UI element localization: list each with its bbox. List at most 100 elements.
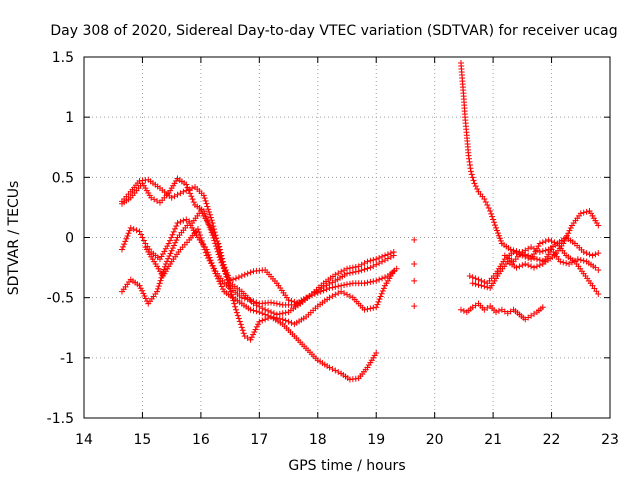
data-point (525, 262, 532, 269)
data-point (522, 253, 529, 260)
data-point (560, 259, 567, 266)
data-point (247, 336, 254, 343)
data-point (379, 275, 386, 282)
data-point (491, 219, 498, 226)
data-point (247, 269, 254, 276)
data-point (183, 181, 190, 188)
data-point (390, 252, 397, 259)
data-point (361, 306, 368, 313)
data-point (376, 254, 383, 261)
data-point (125, 230, 132, 237)
data-point (120, 243, 127, 250)
data-point (528, 263, 535, 270)
data-point (595, 250, 602, 257)
data-point (268, 313, 275, 320)
data-point (338, 282, 345, 289)
data-point (364, 279, 371, 286)
data-point (378, 290, 385, 297)
data-point (140, 237, 147, 244)
data-point (234, 312, 241, 319)
data-point (533, 263, 540, 270)
data-point (233, 309, 240, 316)
data-point (411, 277, 418, 284)
data-point (184, 184, 191, 191)
data-point (236, 318, 243, 325)
data-point (484, 284, 491, 291)
data-point (478, 282, 485, 289)
data-point (467, 168, 474, 175)
data-point (217, 280, 224, 287)
data-point (488, 210, 495, 217)
tick-layer: 14 15 16 17 18 19 20 21 22 23 -1.5 -1 -0.5 0 0.5 1 1.5 (47, 50, 619, 448)
data-point (202, 197, 209, 204)
data-point (217, 249, 224, 256)
data-point (228, 291, 235, 298)
x-axis-label: GPS time / hours (288, 458, 405, 474)
data-point (168, 234, 175, 241)
data-point (235, 274, 242, 281)
data-point (474, 185, 481, 192)
data-point (154, 285, 161, 292)
data-point (247, 306, 254, 313)
data-point (202, 249, 209, 256)
data-point (557, 258, 564, 265)
data-point (216, 246, 223, 253)
data-point (206, 222, 213, 229)
data-point (482, 199, 489, 206)
data-point (472, 281, 479, 288)
data-point (177, 218, 184, 225)
data-point (197, 234, 204, 241)
data-point (156, 256, 163, 263)
data-point (199, 240, 206, 247)
data-point (140, 290, 147, 297)
data-point (165, 240, 172, 247)
data-point (154, 288, 161, 295)
data-point (215, 240, 222, 247)
data-point (220, 261, 227, 268)
data-point (536, 248, 543, 255)
data-point (167, 250, 174, 257)
data-point (232, 275, 239, 282)
data-point (195, 229, 202, 236)
data-point (306, 293, 313, 300)
data-point (475, 276, 482, 283)
data-point (206, 211, 213, 218)
data-point (235, 315, 242, 322)
data-point (346, 280, 353, 287)
data-point (209, 262, 216, 269)
data-point (317, 288, 324, 295)
y-tick-label: 0 (65, 231, 74, 247)
data-point (218, 283, 225, 290)
data-point (180, 188, 187, 195)
data-point (173, 222, 180, 229)
data-point (490, 216, 497, 223)
data-point (470, 177, 477, 184)
data-point (361, 280, 368, 287)
data-point (367, 279, 374, 286)
data-point (200, 243, 207, 250)
data-point (472, 183, 479, 190)
data-point (157, 277, 164, 284)
data-point (457, 306, 464, 313)
data-point (489, 213, 496, 220)
data-point (370, 304, 377, 311)
data-point (472, 275, 479, 282)
data-point (139, 287, 146, 294)
data-point (485, 205, 492, 212)
data-point (244, 296, 251, 303)
data-point (308, 292, 315, 299)
data-point (194, 226, 201, 233)
data-point (155, 283, 162, 290)
data-point (323, 286, 330, 293)
data-point (171, 242, 178, 249)
data-point (379, 288, 386, 295)
data-point (161, 248, 168, 255)
data-point (335, 283, 342, 290)
data-point (522, 260, 529, 267)
data-point (223, 273, 230, 280)
data-point (206, 208, 213, 215)
data-point (536, 240, 543, 247)
data-point (190, 199, 197, 206)
